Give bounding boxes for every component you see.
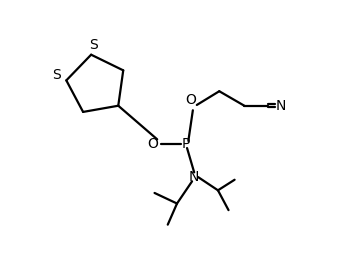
Text: S: S: [52, 68, 61, 82]
Text: O: O: [147, 137, 158, 151]
Text: N: N: [276, 99, 286, 113]
Text: S: S: [90, 38, 98, 52]
Text: N: N: [189, 170, 199, 184]
Text: O: O: [185, 93, 196, 108]
Text: P: P: [182, 137, 190, 151]
